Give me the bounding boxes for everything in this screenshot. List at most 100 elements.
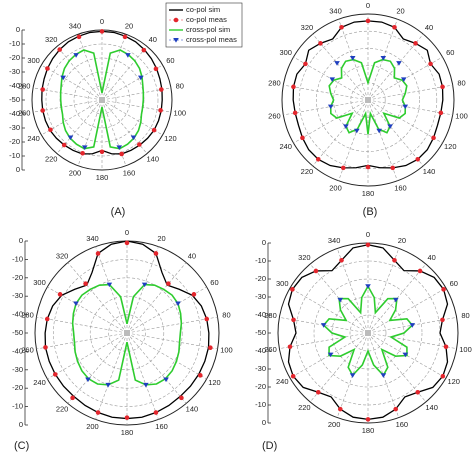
- angle-label: 220: [298, 403, 311, 412]
- angle-label: 220: [301, 167, 314, 176]
- meas-point: [83, 281, 88, 286]
- meas-point: [85, 377, 91, 383]
- meas-point: [106, 282, 113, 288]
- meas-point: [81, 145, 88, 150]
- angle-label: 80: [461, 311, 469, 320]
- angle-label: 220: [45, 155, 58, 164]
- meas-point: [303, 61, 308, 67]
- meas-point: [204, 316, 210, 322]
- radial-tick-label: -40: [9, 109, 20, 118]
- radial-grid-line: [126, 262, 187, 334]
- meas-point: [40, 108, 46, 113]
- meas-point: [337, 406, 343, 412]
- grid-circle: [108, 314, 146, 352]
- radial-grid-line: [126, 246, 159, 334]
- angle-label: 260: [268, 111, 281, 120]
- angle-label: 240: [33, 378, 46, 387]
- meas-point: [191, 292, 197, 297]
- meas-point: [163, 377, 169, 383]
- angle-label: 100: [459, 345, 472, 354]
- grid-circle: [53, 259, 201, 407]
- radial-grid-line: [47, 332, 128, 380]
- meas-point: [428, 61, 433, 67]
- meas-point: [153, 410, 159, 415]
- radial-grid-line: [126, 316, 218, 334]
- meas-point: [337, 297, 344, 303]
- angle-label: 300: [276, 279, 289, 288]
- legend-marker: [173, 17, 179, 23]
- meas-point: [73, 301, 79, 307]
- pattern-line: [328, 58, 408, 135]
- radial-grid-line: [126, 332, 187, 404]
- radial-tick-label: -40: [255, 346, 266, 355]
- meas-point: [95, 251, 101, 256]
- meas-point: [392, 297, 399, 303]
- meas-point: [365, 18, 371, 24]
- legend-label: cross-pol sim: [186, 25, 230, 34]
- radial-tick-label: -10: [12, 254, 23, 263]
- radial-grid-line: [101, 34, 127, 101]
- meas-point: [313, 268, 319, 274]
- radial-grid-line: [279, 332, 369, 349]
- radial-grid-line: [367, 248, 400, 334]
- meas-point: [61, 142, 67, 148]
- angle-label: 200: [69, 168, 82, 177]
- angle-label: 80: [176, 81, 184, 90]
- radial-tick-label: 0: [19, 420, 23, 429]
- meas-point: [290, 287, 295, 292]
- grid-circle: [87, 85, 117, 115]
- meas-point: [365, 417, 371, 422]
- meas-point: [124, 415, 130, 420]
- center-marker: [99, 97, 105, 103]
- legend-label: cross-pol meas: [186, 35, 237, 44]
- angle-label: 140: [147, 155, 160, 164]
- angle-label: 300: [27, 56, 40, 65]
- radial-grid-line: [101, 99, 171, 113]
- meas-point: [95, 410, 101, 415]
- angle-label: 240: [276, 377, 289, 386]
- meas-point: [153, 251, 159, 256]
- meas-point: [116, 145, 123, 150]
- radial-grid-line: [95, 246, 128, 334]
- angle-label: 200: [86, 422, 99, 431]
- radial-grid-line: [33, 87, 103, 101]
- meas-point: [315, 389, 321, 395]
- meas-point: [57, 292, 63, 297]
- meas-point: [334, 61, 340, 66]
- angle-label: 120: [208, 378, 221, 387]
- radial-grid-line: [77, 34, 103, 101]
- meas-point: [80, 150, 85, 156]
- radial-grid-line: [126, 332, 159, 420]
- pattern-line: [322, 284, 414, 377]
- meas-point: [415, 156, 421, 162]
- angle-label: 80: [222, 311, 230, 320]
- meas-point: [392, 24, 397, 30]
- radial-grid-line: [101, 99, 148, 154]
- radial-grid-line: [41, 64, 103, 101]
- angle-label: 100: [220, 345, 233, 354]
- radial-grid-line: [101, 99, 127, 166]
- meas-point: [153, 66, 159, 72]
- angle-label: 280: [21, 311, 34, 320]
- radial-grid-line: [101, 46, 148, 101]
- meas-point: [141, 282, 148, 288]
- radial-grid-line: [367, 99, 443, 144]
- angle-label: 100: [174, 109, 187, 118]
- angle-label: 320: [298, 253, 311, 262]
- meas-point: [70, 395, 75, 401]
- radial-tick-label: -10: [9, 39, 20, 48]
- radial-tick-label: -20: [255, 382, 266, 391]
- meas-point: [413, 41, 418, 46]
- angle-label: 20: [396, 7, 404, 16]
- radial-grid-line: [126, 332, 218, 350]
- meas-point: [43, 345, 48, 350]
- meas-point: [339, 257, 344, 263]
- radial-tick-label: -10: [9, 151, 20, 160]
- radial-tick-label: -30: [12, 365, 23, 374]
- meas-point: [175, 301, 181, 307]
- radial-tick-label: -40: [12, 346, 23, 355]
- meas-point: [105, 382, 111, 388]
- meas-point: [45, 66, 50, 71]
- meas-point: [73, 53, 79, 58]
- angle-label: 20: [157, 234, 165, 243]
